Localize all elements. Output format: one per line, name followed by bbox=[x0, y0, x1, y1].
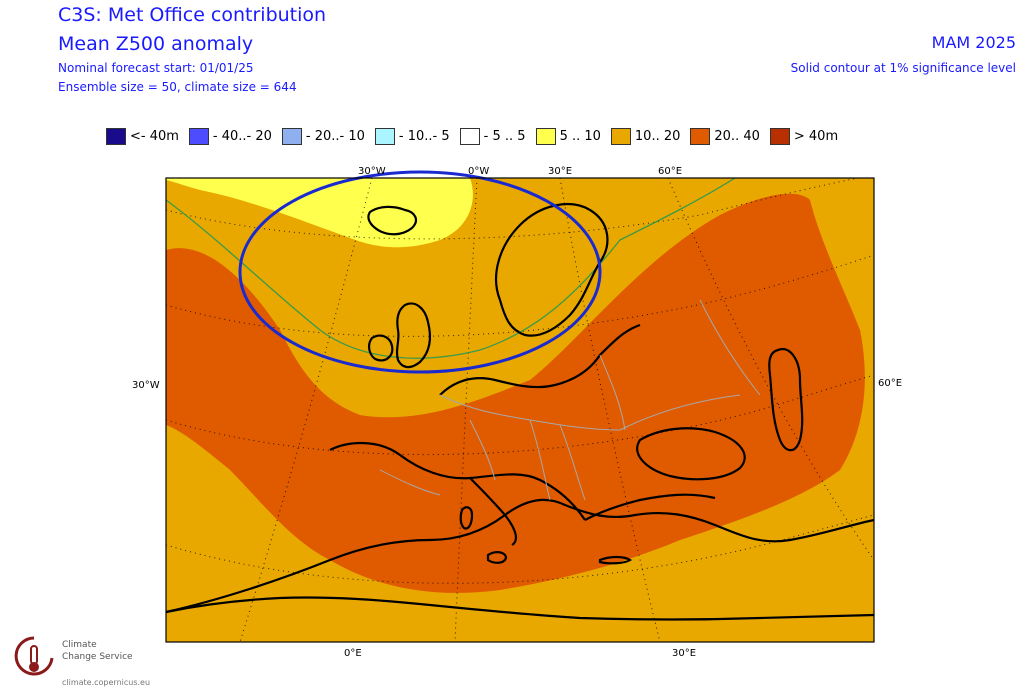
logo-text-line1: Climate bbox=[62, 640, 97, 650]
legend-swatch bbox=[188, 127, 209, 145]
legend-item: - 5 .. 5 bbox=[459, 127, 526, 145]
highlight-ellipse bbox=[238, 170, 602, 374]
legend-label: - 5 .. 5 bbox=[483, 128, 526, 144]
anomaly-5-10-region bbox=[166, 178, 473, 248]
logo-url: climate.copernicus.eu bbox=[62, 678, 151, 687]
legend-swatch bbox=[106, 127, 126, 145]
lon-label-bottom-2: 30°E bbox=[672, 648, 696, 659]
legend-item: 20.. 40 bbox=[690, 127, 760, 145]
color-legend: <- 40m - 40..- 20 - 20..- 10 - 10..- 5 -… bbox=[106, 127, 848, 145]
graticule bbox=[166, 178, 874, 642]
legend-item: - 20..- 10 bbox=[281, 127, 365, 145]
legend-item: 5 .. 10 bbox=[535, 127, 601, 145]
legend-swatch bbox=[535, 127, 556, 145]
map-frame bbox=[165, 177, 875, 643]
lon-label-top-3: 30°E bbox=[548, 166, 572, 177]
legend-label: > 40m bbox=[793, 128, 839, 144]
legend-swatch bbox=[769, 127, 790, 145]
coastlines bbox=[166, 203, 874, 621]
legend-label: - 20..- 10 bbox=[305, 128, 365, 144]
legend-swatch bbox=[281, 127, 302, 145]
legend-label: 20.. 40 bbox=[714, 128, 760, 144]
ensemble-size-text: Ensemble size = 50, climate size = 644 bbox=[58, 80, 297, 94]
legend-item: <- 40m bbox=[106, 127, 179, 145]
legend-label: <- 40m bbox=[130, 128, 179, 144]
legend-swatch bbox=[459, 127, 480, 145]
legend-label: 5 .. 10 bbox=[559, 128, 601, 144]
legend-swatch bbox=[374, 127, 395, 145]
significance-contour bbox=[166, 178, 736, 359]
legend-item: - 10..- 5 bbox=[374, 127, 450, 145]
anomaly-20-40-region bbox=[166, 193, 865, 593]
legend-item: - 40..- 20 bbox=[188, 127, 272, 145]
significance-note: Solid contour at 1% significance level bbox=[790, 61, 1016, 75]
legend-item: 10.. 20 bbox=[610, 127, 681, 145]
lon-label-top-4: 60°E bbox=[658, 166, 682, 177]
lon-label-top-2: 0°W bbox=[468, 166, 489, 177]
legend-item: > 40m bbox=[769, 127, 839, 145]
variable-title: Mean Z500 anomaly bbox=[58, 33, 254, 55]
climate-logo-icon bbox=[14, 636, 54, 676]
country-borders bbox=[379, 299, 761, 501]
season-label: MAM 2025 bbox=[931, 33, 1016, 52]
legend-label: 10.. 20 bbox=[634, 128, 681, 144]
lon-label-top-1: 30°W bbox=[358, 166, 386, 177]
legend-label: - 40..- 20 bbox=[212, 128, 272, 144]
legend-label: - 10..- 5 bbox=[398, 128, 450, 144]
lon-label-bottom-1: 0°E bbox=[344, 648, 362, 659]
copernicus-logo: Climate Change Service climate.copernicu… bbox=[12, 632, 152, 694]
logo-text-line2: Change Service bbox=[62, 652, 133, 662]
lat-label-right: 60°E bbox=[878, 378, 902, 389]
legend-swatch bbox=[610, 127, 631, 145]
chart-title: C3S: Met Office contribution bbox=[58, 4, 327, 26]
legend-swatch bbox=[690, 127, 711, 145]
forecast-start-text: Nominal forecast start: 01/01/25 bbox=[58, 61, 254, 75]
lat-label-left: 30°W bbox=[132, 380, 160, 391]
